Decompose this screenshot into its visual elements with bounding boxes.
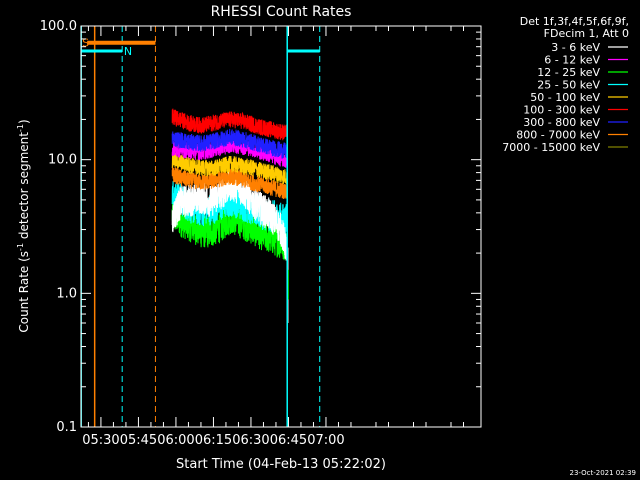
legend-label: 100 - 300 keV [523,104,600,117]
series-line-100-300keV [171,108,288,141]
y-tick-label: 10.0 [48,153,77,168]
legend-label: 300 - 800 keV [523,116,600,129]
legend-label: 12 - 25 keV [537,66,600,79]
x-tick-label: 05:45 [120,433,157,448]
series-line-3-6keV [171,169,288,261]
legend-label: 25 - 50 keV [537,79,600,92]
series-line-6-12keV [171,136,288,168]
y-axis-label-part-2: detector segment [17,132,31,243]
x-axis-label: Start Time (04-Feb-13 05:22:02) [176,457,386,472]
x-tick-label: 06:15 [195,433,232,448]
footer-timestamp: 23-Oct-2021 02:39 [570,469,636,477]
x-tick-label: 05:30 [82,433,119,448]
legend: Det 1f,3f,4f,5f,6f,9f, FDecim 1, Att 0 3… [502,15,629,154]
y-tick-label: 100.0 [40,19,77,34]
y-axis-label-superscript-1: -1 [16,243,25,251]
x-tick-label: 06:30 [232,433,269,448]
series-line-300-800keV [171,128,288,159]
y-axis-label-part-1: Count Rate (s [17,251,31,333]
x-tick-label: 06:00 [157,433,194,448]
legend-label: 3 - 6 keV [551,41,600,54]
series-line-800-7000keV [171,166,288,200]
data-layer [171,108,289,323]
y-tick-label: 0.1 [56,420,77,435]
y-axis-label-part-3: ) [17,119,31,124]
y-axis-label: Count Rate (s-1 detector segment-1) [16,119,31,332]
series-line-50-100keV [171,151,288,185]
y-axis-label-superscript-2: -1 [16,124,25,132]
legend-header-decimation: FDecim 1, Att 0 [544,27,629,40]
x-tick-label: 07:00 [307,433,344,448]
legend-label: 800 - 7000 keV [516,129,600,142]
legend-label: 7000 - 15000 keV [502,141,600,154]
night-label: N [124,45,132,58]
legend-header-detectors: Det 1f,3f,4f,5f,6f,9f, [520,15,629,28]
x-tick-label: 06:45 [270,433,307,448]
saa-label: S [82,37,89,50]
chart-title: RHESSI Count Rates [211,4,352,20]
legend-label: 50 - 100 keV [530,91,600,104]
legend-label: 6 - 12 keV [544,54,600,67]
axes-layer: 0.1 1.0 10.0 100.0 05:30 05:45 06:00 06:15 06:30… [40,19,481,448]
plot-frame [80,25,482,428]
y-tick-label: 1.0 [56,286,77,301]
